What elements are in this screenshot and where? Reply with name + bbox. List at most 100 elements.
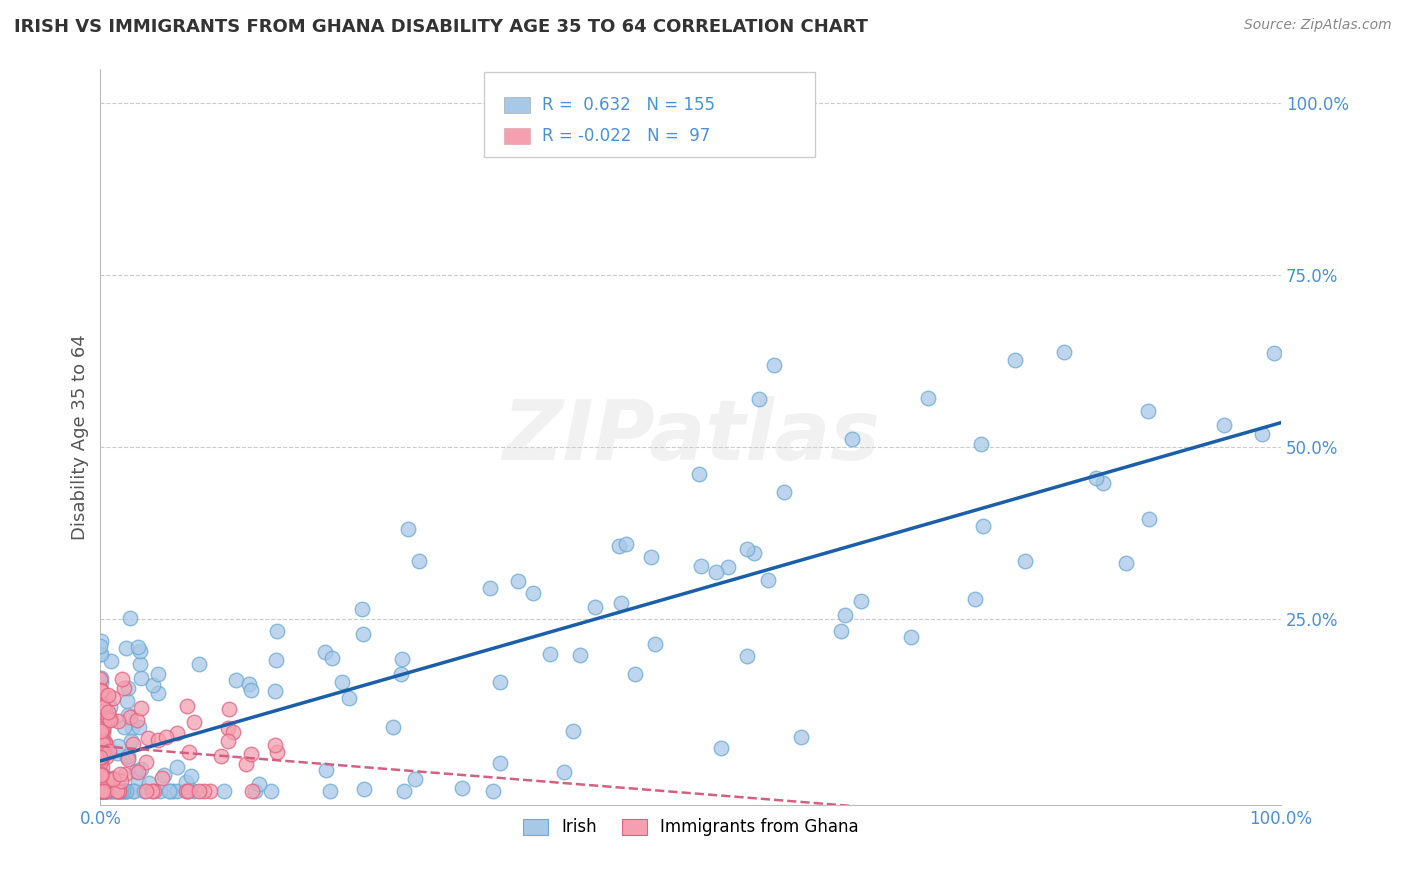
Point — [90, 767, 112, 781]
Point — [112, 681, 135, 696]
Point — [91, 696, 114, 710]
Point — [451, 780, 474, 795]
Point — [110, 766, 132, 780]
Point — [90, 784, 112, 798]
Point — [353, 781, 375, 796]
Point — [623, 666, 645, 681]
Point — [247, 777, 270, 791]
Point — [489, 756, 512, 771]
Point — [90, 784, 112, 798]
Point — [762, 358, 785, 372]
Point — [90, 683, 112, 698]
Point — [146, 667, 169, 681]
Point — [758, 573, 780, 587]
Point — [125, 764, 148, 778]
Point — [89, 745, 111, 759]
Point — [717, 560, 740, 574]
Point — [183, 715, 205, 730]
Point — [583, 599, 606, 614]
Point — [90, 634, 112, 648]
Point — [1213, 418, 1236, 433]
Text: ZIPatlas: ZIPatlas — [502, 396, 880, 477]
Point — [90, 724, 112, 739]
Point — [90, 741, 112, 756]
Point — [90, 784, 112, 798]
Point — [174, 774, 197, 789]
Point — [150, 772, 173, 786]
Point — [90, 784, 112, 798]
Point — [91, 784, 114, 798]
Point — [609, 539, 631, 553]
Point — [330, 674, 353, 689]
Point — [91, 719, 114, 733]
Point — [149, 784, 172, 798]
Point — [841, 432, 863, 446]
Point — [91, 725, 114, 739]
Point — [107, 714, 129, 728]
Point — [135, 784, 157, 798]
Point — [614, 537, 637, 551]
Point — [96, 688, 118, 702]
Point — [644, 637, 666, 651]
Point — [153, 768, 176, 782]
Point — [90, 747, 112, 762]
Point — [93, 750, 115, 764]
Point — [830, 624, 852, 639]
Point — [138, 731, 160, 745]
Point — [610, 596, 633, 610]
Point — [121, 721, 143, 735]
Point — [263, 739, 285, 753]
Point — [138, 776, 160, 790]
Point — [89, 639, 111, 653]
Point — [90, 752, 112, 766]
Point — [264, 683, 287, 698]
Point — [98, 744, 121, 758]
Point — [260, 784, 283, 798]
Point — [103, 771, 125, 785]
Point — [97, 784, 120, 798]
Point — [122, 738, 145, 752]
Point — [972, 519, 994, 533]
Point — [141, 784, 163, 798]
Point — [849, 593, 872, 607]
Point — [200, 784, 222, 798]
Point — [389, 667, 412, 681]
Point — [266, 745, 288, 759]
Point — [93, 737, 115, 751]
Point — [1014, 554, 1036, 568]
Point — [155, 730, 177, 744]
Point — [110, 773, 132, 788]
Point — [404, 772, 426, 786]
Point — [1085, 471, 1108, 485]
Point — [569, 648, 592, 662]
Point — [689, 559, 711, 574]
Point — [506, 574, 529, 589]
Point — [89, 756, 111, 771]
Point — [93, 773, 115, 788]
Point — [1137, 512, 1160, 526]
Point — [91, 721, 114, 735]
Point — [112, 720, 135, 734]
Point — [94, 704, 117, 718]
Point — [91, 746, 114, 760]
Point — [217, 734, 239, 748]
FancyBboxPatch shape — [484, 72, 814, 157]
Point — [97, 773, 120, 788]
Point — [214, 784, 236, 798]
Point — [108, 784, 131, 798]
Point — [238, 677, 260, 691]
Point — [1115, 556, 1137, 570]
Point — [704, 566, 727, 580]
Point — [93, 722, 115, 736]
Point — [93, 784, 115, 798]
Point — [100, 654, 122, 668]
Point — [103, 772, 125, 787]
Point — [94, 780, 117, 794]
Point — [117, 748, 139, 763]
Point — [264, 653, 287, 667]
Point — [107, 784, 129, 798]
Point — [97, 740, 120, 755]
Text: Source: ZipAtlas.com: Source: ZipAtlas.com — [1244, 18, 1392, 32]
Point — [174, 784, 197, 798]
Point — [93, 735, 115, 749]
